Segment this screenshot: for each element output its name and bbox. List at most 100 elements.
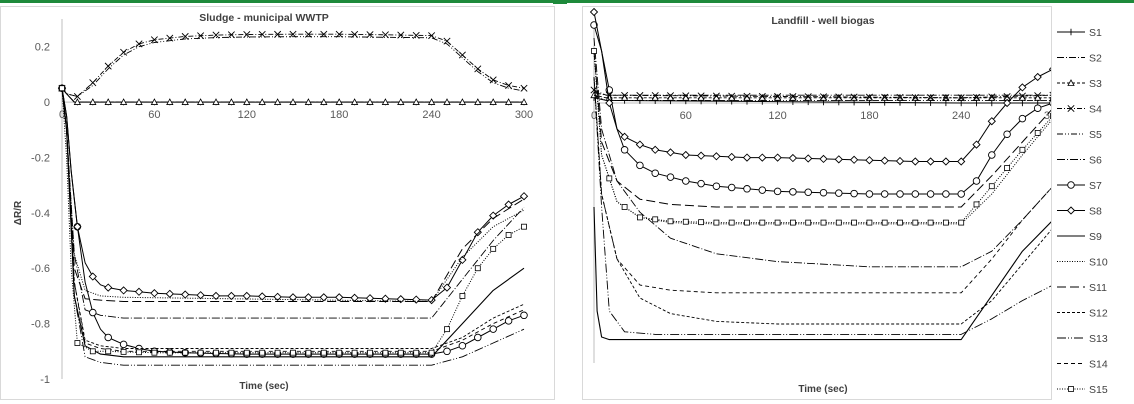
- x-tick-label: 120: [238, 109, 256, 121]
- data-point-marker: [819, 154, 828, 164]
- series-s11: [61, 88, 525, 302]
- data-point-marker: [957, 94, 965, 102]
- data-point-marker: [636, 91, 644, 99]
- series-line: [61, 88, 525, 355]
- legend-label: S3: [1089, 78, 1102, 90]
- data-point-marker: [743, 92, 751, 100]
- data-point-marker: [897, 219, 903, 226]
- y-tick-label: -0.6: [31, 263, 50, 275]
- data-point-marker: [941, 157, 951, 166]
- series-line: [593, 24, 1054, 195]
- data-point-marker: [773, 153, 782, 162]
- data-point-marker: [474, 98, 482, 105]
- data-point-marker: [336, 349, 343, 356]
- data-point-marker: [89, 308, 97, 317]
- y-tick-label: -0.8: [31, 319, 50, 331]
- data-point-marker: [1004, 165, 1011, 171]
- data-point-marker: [866, 219, 873, 226]
- data-point-marker: [621, 204, 628, 210]
- legend-item-s2: S2: [1057, 53, 1102, 65]
- data-point-marker: [834, 155, 843, 164]
- series-line: [593, 50, 1054, 225]
- data-point-marker: [136, 349, 142, 356]
- data-point-marker: [927, 219, 934, 226]
- data-point-marker: [412, 295, 421, 304]
- data-point-marker: [804, 188, 812, 197]
- series-line: [593, 37, 1054, 268]
- data-point-marker: [211, 291, 221, 301]
- legend-marker: [1067, 104, 1075, 113]
- data-point-marker: [443, 98, 451, 105]
- data-point-marker: [335, 98, 343, 105]
- series-line: [593, 76, 1054, 294]
- data-point-marker: [682, 92, 690, 100]
- data-point-marker: [165, 289, 174, 298]
- y-axis-label: ΔR/R: [13, 200, 24, 225]
- data-point-marker: [911, 190, 920, 198]
- data-point-marker: [59, 85, 65, 92]
- data-point-marker: [150, 289, 159, 298]
- data-point-marker: [927, 94, 935, 102]
- series-group: [589, 7, 1058, 341]
- data-point-marker: [973, 201, 980, 208]
- data-point-marker: [289, 98, 297, 105]
- legend-item-s15: S15: [1057, 384, 1108, 396]
- data-point-marker: [727, 183, 736, 192]
- data-point-marker: [1018, 114, 1027, 123]
- data-point-marker: [912, 219, 919, 226]
- series-s12: [593, 76, 1054, 325]
- series-s4: [590, 86, 1057, 102]
- data-point-marker: [605, 98, 614, 108]
- series-line: [61, 88, 525, 302]
- data-point-marker: [366, 98, 374, 105]
- data-point-marker: [350, 293, 359, 302]
- data-point-marker: [835, 93, 843, 101]
- series-s14: [593, 76, 1054, 294]
- legend-item-s8: S8: [1057, 206, 1102, 218]
- x-tick-label: 240: [422, 109, 440, 121]
- data-point-marker: [412, 98, 420, 105]
- data-point-marker: [258, 98, 266, 105]
- legend-label: S9: [1089, 231, 1102, 243]
- data-point-marker: [490, 245, 497, 252]
- series-s15: [591, 48, 1056, 226]
- series-s6: [593, 37, 1054, 268]
- data-point-marker: [212, 31, 220, 39]
- series-line: [61, 36, 525, 97]
- legend-item-s11: S11: [1057, 282, 1107, 294]
- y-tick-label: -0.4: [31, 208, 50, 220]
- data-point-marker: [489, 325, 497, 333]
- data-point-marker: [666, 148, 675, 157]
- data-point-marker: [727, 152, 736, 162]
- data-point-marker: [120, 48, 128, 56]
- data-point-marker: [397, 98, 405, 105]
- series-line: [61, 88, 525, 358]
- data-point-marker: [605, 91, 613, 99]
- data-point-marker: [1018, 92, 1026, 100]
- data-point-marker: [213, 349, 219, 356]
- data-point-marker: [474, 65, 482, 73]
- data-point-marker: [1018, 83, 1027, 92]
- data-point-marker: [591, 48, 597, 54]
- data-point-marker: [104, 62, 112, 70]
- data-point-marker: [972, 93, 981, 101]
- data-point-marker: [590, 21, 598, 29]
- series-line: [593, 76, 1054, 335]
- data-point-marker: [972, 140, 981, 149]
- series-s10: [593, 50, 1054, 225]
- legend-label: S12: [1089, 308, 1108, 320]
- data-point-marker: [89, 348, 96, 355]
- data-point-marker: [621, 91, 629, 99]
- data-point-marker: [774, 92, 782, 100]
- data-point-marker: [444, 326, 450, 333]
- data-point-marker: [505, 81, 513, 89]
- data-point-marker: [911, 93, 919, 101]
- legend-label: S15: [1089, 384, 1108, 396]
- data-point-marker: [1048, 65, 1058, 74]
- data-point-marker: [850, 93, 858, 101]
- data-point-marker: [972, 177, 981, 185]
- data-point-marker: [895, 156, 905, 166]
- legend-item-s14: S14: [1057, 359, 1108, 371]
- series-s9: [593, 206, 1054, 341]
- data-point-marker: [1034, 130, 1041, 136]
